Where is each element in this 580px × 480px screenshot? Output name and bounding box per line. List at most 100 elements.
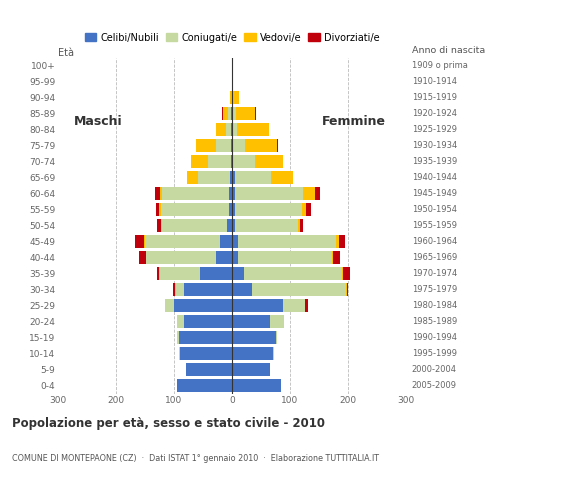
Bar (162, 187, 229, 200)
Text: 1980-1984: 1980-1984 (412, 301, 457, 310)
Text: Anno di nascita: Anno di nascita (412, 46, 485, 55)
Bar (145, 235, 220, 248)
Text: 1995-1999: 1995-1999 (412, 349, 457, 358)
Bar (200, 267, 232, 280)
Bar (229, 187, 232, 200)
Bar (232, 203, 235, 216)
Bar (233, 107, 236, 120)
Bar (238, 251, 332, 264)
Bar (177, 315, 184, 328)
Bar (177, 379, 232, 392)
Text: COMUNE DI MONTEPAONE (CZ)  ·  Dati ISTAT 1° gennaio 2010  ·  Elaborazione TUTTIT: COMUNE DI MONTEPAONE (CZ) · Dati ISTAT 1… (12, 454, 379, 463)
Bar (343, 267, 350, 280)
Bar (283, 299, 305, 312)
Bar (160, 267, 200, 280)
Text: 1985-1989: 1985-1989 (412, 317, 457, 326)
Bar (228, 107, 231, 120)
Bar (160, 187, 162, 200)
Bar (232, 235, 238, 248)
Bar (135, 235, 144, 248)
Bar (300, 219, 303, 232)
Bar (238, 235, 336, 248)
Text: 1950-1954: 1950-1954 (412, 205, 457, 214)
Bar (223, 107, 228, 120)
Bar (232, 251, 238, 264)
Bar (336, 235, 339, 248)
Bar (270, 315, 284, 328)
Bar (235, 187, 303, 200)
Bar (216, 139, 231, 152)
Bar (232, 379, 281, 392)
Bar (232, 315, 270, 328)
Bar (303, 187, 315, 200)
Bar (222, 107, 223, 120)
Bar (157, 219, 161, 232)
Bar (346, 283, 347, 296)
Bar (146, 251, 216, 264)
Bar (236, 107, 255, 120)
Bar (230, 91, 232, 104)
Bar (184, 283, 232, 296)
Text: Maschi: Maschi (74, 115, 123, 128)
Text: 1970-1974: 1970-1974 (412, 269, 457, 278)
Bar (235, 219, 298, 232)
Bar (176, 283, 184, 296)
Text: 1990-1994: 1990-1994 (412, 333, 457, 342)
Bar (306, 203, 311, 216)
Bar (332, 251, 333, 264)
Bar (220, 235, 232, 248)
Bar (255, 155, 283, 168)
Text: Popolazione per età, sesso e stato civile - 2010: Popolazione per età, sesso e stato civil… (12, 417, 325, 430)
Bar (232, 187, 235, 200)
Bar (232, 171, 235, 184)
Bar (235, 171, 271, 184)
Bar (165, 299, 174, 312)
Bar (231, 155, 232, 168)
Bar (342, 267, 343, 280)
Bar (144, 235, 145, 248)
Text: 1925-1929: 1925-1929 (412, 125, 457, 134)
Text: 1930-1934: 1930-1934 (412, 141, 457, 150)
Bar (276, 331, 277, 344)
Text: 1975-1979: 1975-1979 (412, 285, 457, 294)
Text: 1965-1969: 1965-1969 (412, 253, 457, 262)
Bar (179, 347, 180, 360)
Bar (237, 123, 269, 136)
Bar (229, 203, 232, 216)
Bar (173, 283, 175, 296)
Bar (298, 219, 300, 232)
Bar (155, 187, 160, 200)
Bar (232, 347, 273, 360)
Bar (273, 347, 274, 360)
Bar (315, 187, 320, 200)
Bar (232, 123, 237, 136)
Text: 1935-1939: 1935-1939 (412, 157, 457, 166)
Bar (271, 171, 293, 184)
Bar (231, 139, 232, 152)
Bar (180, 347, 232, 360)
Bar (157, 267, 159, 280)
Bar (333, 251, 340, 264)
Bar (208, 155, 231, 168)
Bar (186, 363, 232, 376)
Bar (162, 219, 227, 232)
Bar (232, 219, 235, 232)
Bar (255, 107, 256, 120)
Bar (245, 139, 277, 152)
Text: 1940-1944: 1940-1944 (412, 173, 457, 182)
Bar (233, 155, 255, 168)
Bar (179, 331, 232, 344)
Bar (161, 203, 229, 216)
Text: 1910-1914: 1910-1914 (412, 77, 457, 86)
Bar (175, 283, 176, 296)
Legend: Celibi/Nubili, Coniugati/e, Vedovi/e, Divorziati/e: Celibi/Nubili, Coniugati/e, Vedovi/e, Di… (81, 29, 383, 47)
Bar (161, 219, 162, 232)
Text: 1945-1949: 1945-1949 (412, 189, 457, 198)
Text: 2000-2004: 2000-2004 (412, 365, 457, 374)
Bar (216, 123, 226, 136)
Text: 1909 o prima: 1909 o prima (412, 61, 467, 70)
Bar (232, 75, 233, 88)
Bar (226, 123, 231, 136)
Bar (174, 299, 232, 312)
Bar (244, 267, 342, 280)
